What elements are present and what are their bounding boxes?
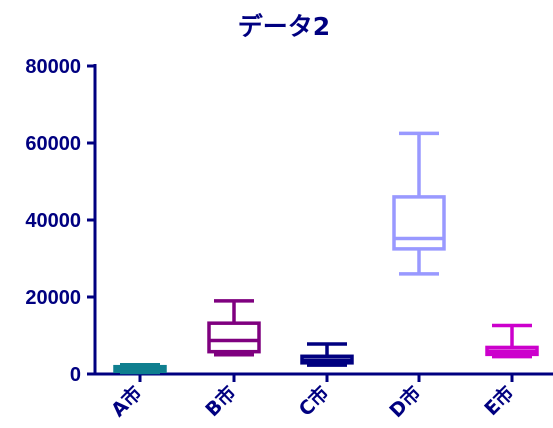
- x-tick-label: D市: [385, 381, 426, 422]
- x-tick-label: A市: [106, 381, 146, 421]
- chart-title: データ2: [238, 12, 330, 41]
- y-tick-label: 0: [70, 364, 81, 386]
- y-tick-label: 60000: [25, 133, 81, 155]
- plot-area: 0 20000 40000 60000 80000 A市 B市 C市 D市 E市: [25, 56, 553, 422]
- box-2: [207, 321, 261, 354]
- y-tick-label: 40000: [25, 210, 81, 232]
- y-tick-label: 80000: [25, 56, 81, 78]
- x-tick-label: B市: [201, 381, 241, 421]
- y-tick-label: 20000: [25, 287, 81, 309]
- x-tick-label: E市: [480, 381, 519, 420]
- x-tick-label: C市: [294, 381, 334, 421]
- box-4: [392, 195, 446, 251]
